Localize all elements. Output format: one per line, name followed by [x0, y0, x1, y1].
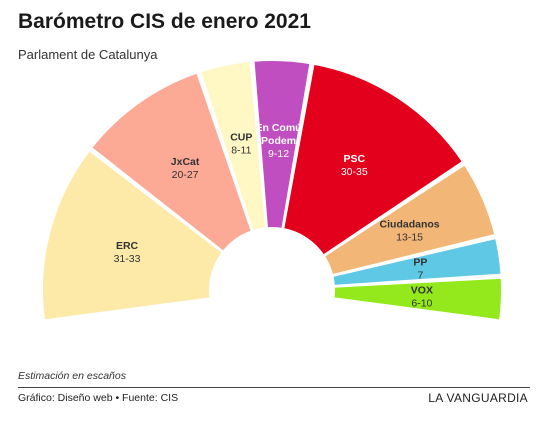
party-name: CUP — [230, 132, 252, 144]
party-name: Ciudadanos — [380, 219, 440, 231]
party-name: JxCat — [171, 156, 200, 168]
segment-en-comu-podem — [252, 59, 312, 231]
seat-range: 20-27 — [172, 169, 199, 181]
party-name: Podem — [261, 135, 296, 147]
chart-title: Barómetro CIS de enero 2021 — [18, 10, 311, 33]
segment-jxcat — [89, 71, 254, 254]
seat-range: 31-33 — [114, 253, 141, 265]
party-name: ERC — [116, 240, 139, 252]
seat-range: 13-15 — [396, 232, 423, 244]
source-credit: Gráfico: Diseño web • Fuente: CIS — [18, 392, 179, 404]
seat-range: 6-10 — [411, 297, 432, 309]
publisher-logo: LA VANGUARDIA — [428, 391, 528, 405]
chart-subtitle: Parlament de Catalunya — [18, 47, 158, 62]
footer-divider — [18, 387, 530, 388]
segment-ciudadanos — [322, 163, 497, 277]
party-name: VOX — [411, 284, 433, 296]
segment-psc — [282, 62, 465, 257]
seat-range: 9-12 — [268, 148, 289, 160]
party-name: En Comú — [256, 122, 302, 134]
segment-vox — [332, 276, 503, 322]
party-name: PP — [413, 256, 427, 268]
segment-erc — [41, 148, 225, 322]
party-name: PSC — [343, 153, 365, 165]
seat-range: 8-11 — [231, 145, 251, 157]
seat-range: 7 — [417, 269, 423, 281]
seats-note: Estimación en escaños — [18, 370, 126, 382]
segment-cup — [198, 59, 268, 233]
label-pp: PP7 — [413, 256, 427, 281]
seat-range: 30-35 — [341, 166, 368, 178]
